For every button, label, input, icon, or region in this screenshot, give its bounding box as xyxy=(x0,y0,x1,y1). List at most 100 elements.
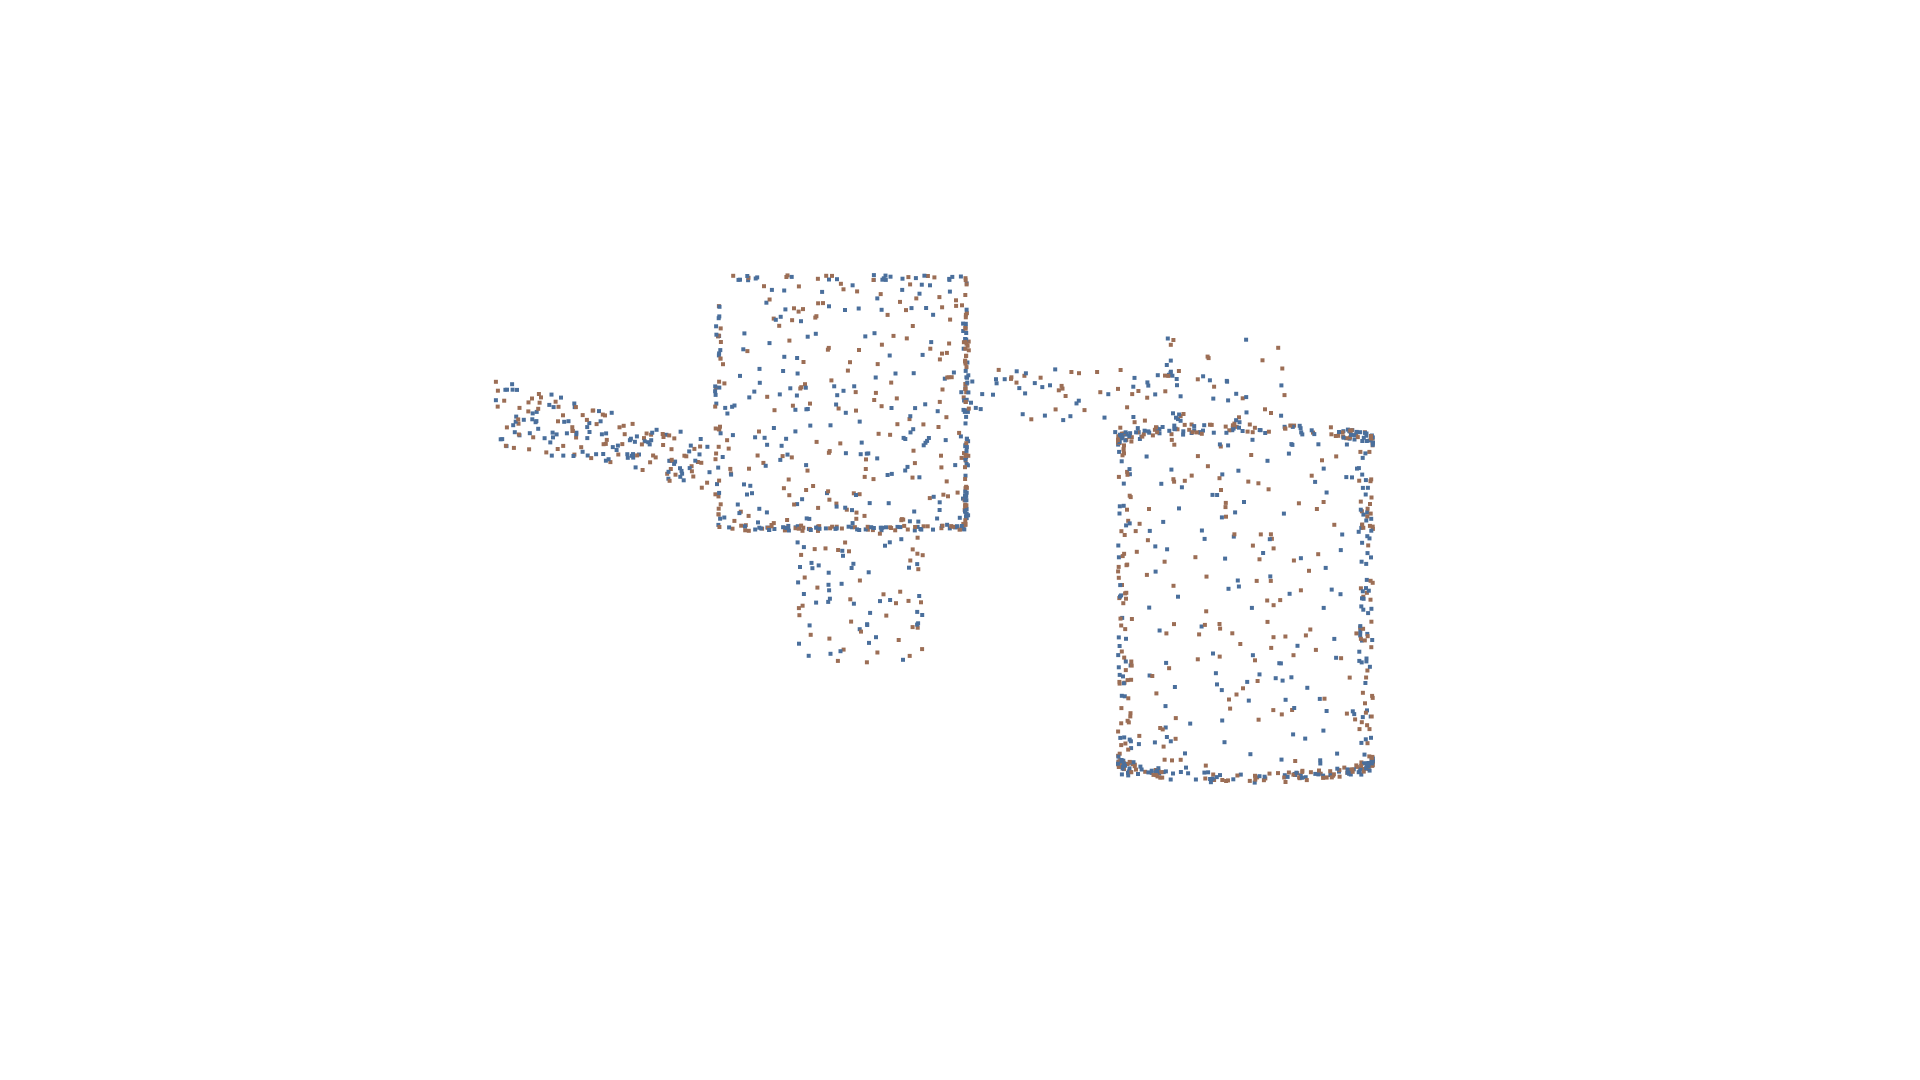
cloud-point xyxy=(1234,692,1239,697)
cloud-point xyxy=(654,427,659,432)
cloud-point xyxy=(834,501,839,506)
cloud-point xyxy=(1122,533,1127,537)
cloud-point xyxy=(857,419,862,424)
cloud-point xyxy=(1135,426,1140,431)
cloud-point xyxy=(1358,430,1363,435)
cloud-point xyxy=(1338,592,1343,597)
cloud-point xyxy=(1308,770,1313,775)
cloud-point xyxy=(716,512,721,517)
cloud-point xyxy=(865,527,870,532)
cloud-point xyxy=(898,525,903,530)
cloud-point xyxy=(1159,770,1164,775)
cloud-point xyxy=(661,435,666,439)
cloud-point xyxy=(815,585,820,590)
cloud-point xyxy=(1271,546,1276,551)
cloud-point xyxy=(1328,769,1333,774)
cloud-point xyxy=(893,371,898,376)
cloud-point xyxy=(907,653,912,658)
cloud-point xyxy=(1129,439,1134,444)
cloud-point xyxy=(1279,413,1284,418)
cloud-point xyxy=(1211,651,1215,656)
cloud-point xyxy=(1217,622,1222,626)
cloud-point xyxy=(1202,622,1207,627)
cloud-point xyxy=(761,460,766,465)
cloud-point xyxy=(1263,407,1267,412)
cloud-point xyxy=(1248,752,1253,757)
point-cloud-layer xyxy=(493,273,1375,785)
cloud-point xyxy=(1116,635,1121,640)
cloud-point xyxy=(1350,767,1355,772)
cloud-point xyxy=(864,660,869,665)
cloud-point xyxy=(1117,511,1122,516)
cloud-point xyxy=(873,390,878,395)
cloud-point xyxy=(1171,771,1175,776)
cloud-point xyxy=(667,433,672,438)
cloud-point xyxy=(834,526,839,531)
cloud-point xyxy=(730,526,735,531)
cloud-point xyxy=(1367,536,1372,541)
cloud-point xyxy=(695,460,700,464)
cloud-point xyxy=(878,599,882,604)
cloud-point xyxy=(1365,708,1369,713)
cloud-point xyxy=(510,382,515,387)
cloud-point xyxy=(1224,430,1229,435)
cloud-point xyxy=(1119,743,1124,748)
cloud-point xyxy=(1318,758,1323,763)
cloud-point xyxy=(814,600,819,605)
cloud-point xyxy=(1358,633,1363,638)
cloud-point xyxy=(1123,591,1128,596)
cloud-point xyxy=(790,403,795,408)
cloud-point xyxy=(714,332,719,337)
cloud-point xyxy=(919,282,924,287)
cloud-point xyxy=(585,425,590,430)
cloud-point xyxy=(827,277,831,282)
cloud-point xyxy=(915,535,920,540)
cloud-point xyxy=(928,346,933,351)
cloud-point xyxy=(1368,597,1373,602)
cloud-point xyxy=(1276,345,1281,350)
cloud-point xyxy=(1367,449,1372,454)
cloud-point xyxy=(857,627,862,632)
cloud-point xyxy=(870,528,875,533)
cloud-point xyxy=(609,410,614,415)
cloud-point xyxy=(1281,511,1286,516)
cloud-point xyxy=(875,362,880,367)
cloud-point xyxy=(757,429,761,434)
cloud-point xyxy=(1157,771,1162,776)
cloud-point xyxy=(766,525,770,530)
cloud-point xyxy=(827,497,832,502)
cloud-point xyxy=(1153,392,1158,397)
cloud-point xyxy=(1029,417,1034,422)
cloud-point xyxy=(1133,529,1138,534)
cloud-point xyxy=(777,323,782,328)
cloud-point xyxy=(1069,370,1074,374)
cloud-point xyxy=(877,531,882,536)
cloud-point xyxy=(1321,500,1326,504)
cloud-point xyxy=(950,274,955,279)
cloud-point xyxy=(687,449,692,454)
cloud-point xyxy=(640,468,645,472)
cloud-point xyxy=(939,526,944,531)
cloud-point xyxy=(800,497,805,502)
cloud-point xyxy=(808,632,813,637)
cloud-point xyxy=(1323,565,1328,570)
cloud-point xyxy=(771,426,776,430)
cloud-point xyxy=(765,442,770,447)
cloud-point xyxy=(845,368,850,373)
cloud-point xyxy=(789,274,794,279)
cloud-point xyxy=(916,567,921,572)
cloud-point xyxy=(737,511,742,516)
cloud-point xyxy=(1082,408,1087,413)
cloud-point xyxy=(947,526,952,531)
cloud-point xyxy=(886,501,891,506)
cloud-point xyxy=(1194,430,1199,435)
cloud-point xyxy=(1163,389,1168,394)
cloud-point xyxy=(879,528,884,533)
cloud-point xyxy=(536,406,541,411)
cloud-point xyxy=(521,417,526,422)
cloud-point xyxy=(1211,430,1216,435)
cloud-point xyxy=(516,417,521,422)
cloud-point xyxy=(1068,414,1073,419)
